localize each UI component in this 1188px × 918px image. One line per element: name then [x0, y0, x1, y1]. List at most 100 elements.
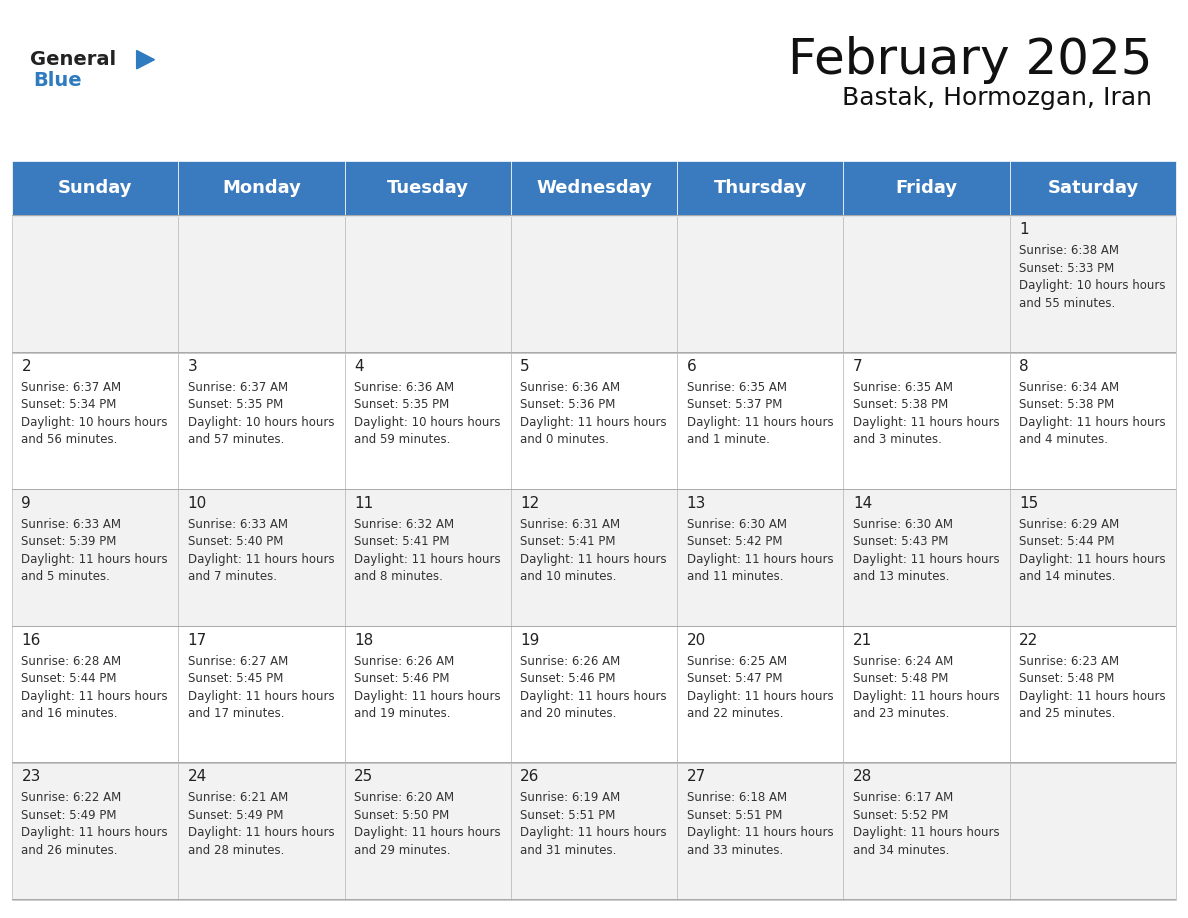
Text: Sunrise: 6:35 AM
Sunset: 5:38 PM
Daylight: 11 hours hours
and 3 minutes.: Sunrise: 6:35 AM Sunset: 5:38 PM Dayligh…	[853, 381, 999, 446]
Text: Sunrise: 6:34 AM
Sunset: 5:38 PM
Daylight: 11 hours hours
and 4 minutes.: Sunrise: 6:34 AM Sunset: 5:38 PM Dayligh…	[1019, 381, 1165, 446]
Text: Friday: Friday	[896, 179, 958, 197]
Text: 27: 27	[687, 769, 706, 784]
Text: 4: 4	[354, 359, 364, 374]
Text: 15: 15	[1019, 496, 1038, 510]
Text: 19: 19	[520, 633, 539, 647]
Text: 24: 24	[188, 769, 207, 784]
Bar	[12, 489, 178, 626]
Text: Sunrise: 6:28 AM
Sunset: 5:44 PM
Daylight: 11 hours hours
and 16 minutes.: Sunrise: 6:28 AM Sunset: 5:44 PM Dayligh…	[21, 655, 168, 720]
Bar	[12, 353, 178, 489]
Bar	[1010, 353, 1176, 489]
Text: General: General	[30, 50, 115, 69]
Bar	[178, 489, 345, 626]
Text: Saturday: Saturday	[1048, 179, 1138, 197]
Text: Tuesday: Tuesday	[386, 179, 469, 197]
Text: 25: 25	[354, 769, 373, 784]
Bar	[677, 353, 843, 489]
Text: Bastak, Hormozgan, Iran: Bastak, Hormozgan, Iran	[842, 86, 1152, 110]
Text: 9: 9	[21, 496, 31, 510]
Text: 16: 16	[21, 633, 40, 647]
Text: 22: 22	[1019, 633, 1038, 647]
Text: 20: 20	[687, 633, 706, 647]
Bar	[345, 489, 511, 626]
Text: 12: 12	[520, 496, 539, 510]
Text: Sunrise: 6:30 AM
Sunset: 5:43 PM
Daylight: 11 hours hours
and 13 minutes.: Sunrise: 6:30 AM Sunset: 5:43 PM Dayligh…	[853, 518, 999, 583]
Bar	[12, 216, 1176, 217]
Bar	[12, 352, 1176, 353]
Text: Sunrise: 6:29 AM
Sunset: 5:44 PM
Daylight: 11 hours hours
and 14 minutes.: Sunrise: 6:29 AM Sunset: 5:44 PM Dayligh…	[1019, 518, 1165, 583]
Polygon shape	[137, 50, 154, 69]
Text: Monday: Monday	[222, 179, 301, 197]
Bar	[1010, 216, 1176, 353]
Bar	[843, 489, 1010, 626]
Bar	[178, 353, 345, 489]
Bar	[511, 161, 677, 216]
Bar	[12, 626, 178, 763]
Text: 13: 13	[687, 496, 706, 510]
Text: 21: 21	[853, 633, 872, 647]
Text: 8: 8	[1019, 359, 1029, 374]
Bar	[843, 216, 1010, 353]
Bar	[178, 626, 345, 763]
Text: Sunrise: 6:35 AM
Sunset: 5:37 PM
Daylight: 11 hours hours
and 1 minute.: Sunrise: 6:35 AM Sunset: 5:37 PM Dayligh…	[687, 381, 833, 446]
Bar	[12, 762, 1176, 763]
Text: Wednesday: Wednesday	[536, 179, 652, 197]
Bar	[178, 161, 345, 216]
Bar	[511, 626, 677, 763]
Bar	[345, 763, 511, 900]
Bar	[1010, 489, 1176, 626]
Text: Sunrise: 6:36 AM
Sunset: 5:35 PM
Daylight: 10 hours hours
and 59 minutes.: Sunrise: 6:36 AM Sunset: 5:35 PM Dayligh…	[354, 381, 500, 446]
Text: Sunrise: 6:38 AM
Sunset: 5:33 PM
Daylight: 10 hours hours
and 55 minutes.: Sunrise: 6:38 AM Sunset: 5:33 PM Dayligh…	[1019, 244, 1165, 309]
Text: 2: 2	[21, 359, 31, 374]
Bar	[677, 626, 843, 763]
Bar	[345, 353, 511, 489]
Bar	[677, 763, 843, 900]
Bar	[345, 626, 511, 763]
Bar	[12, 216, 178, 353]
Text: 11: 11	[354, 496, 373, 510]
Bar	[178, 216, 345, 353]
Bar	[178, 763, 345, 900]
Text: 26: 26	[520, 769, 539, 784]
Text: Sunrise: 6:37 AM
Sunset: 5:34 PM
Daylight: 10 hours hours
and 56 minutes.: Sunrise: 6:37 AM Sunset: 5:34 PM Dayligh…	[21, 381, 168, 446]
Bar	[843, 353, 1010, 489]
Text: Sunrise: 6:23 AM
Sunset: 5:48 PM
Daylight: 11 hours hours
and 25 minutes.: Sunrise: 6:23 AM Sunset: 5:48 PM Dayligh…	[1019, 655, 1165, 720]
Bar	[843, 626, 1010, 763]
Text: 7: 7	[853, 359, 862, 374]
Text: Sunrise: 6:33 AM
Sunset: 5:39 PM
Daylight: 11 hours hours
and 5 minutes.: Sunrise: 6:33 AM Sunset: 5:39 PM Dayligh…	[21, 518, 168, 583]
Text: 1: 1	[1019, 222, 1029, 237]
Text: Blue: Blue	[33, 72, 82, 90]
Bar	[677, 161, 843, 216]
Text: Sunrise: 6:18 AM
Sunset: 5:51 PM
Daylight: 11 hours hours
and 33 minutes.: Sunrise: 6:18 AM Sunset: 5:51 PM Dayligh…	[687, 791, 833, 856]
Text: Sunrise: 6:36 AM
Sunset: 5:36 PM
Daylight: 11 hours hours
and 0 minutes.: Sunrise: 6:36 AM Sunset: 5:36 PM Dayligh…	[520, 381, 666, 446]
Text: February 2025: February 2025	[788, 36, 1152, 84]
Text: Sunday: Sunday	[58, 179, 132, 197]
Text: Sunrise: 6:33 AM
Sunset: 5:40 PM
Daylight: 11 hours hours
and 7 minutes.: Sunrise: 6:33 AM Sunset: 5:40 PM Dayligh…	[188, 518, 334, 583]
Text: 14: 14	[853, 496, 872, 510]
Text: Sunrise: 6:24 AM
Sunset: 5:48 PM
Daylight: 11 hours hours
and 23 minutes.: Sunrise: 6:24 AM Sunset: 5:48 PM Dayligh…	[853, 655, 999, 720]
Bar	[12, 488, 1176, 490]
Text: Sunrise: 6:31 AM
Sunset: 5:41 PM
Daylight: 11 hours hours
and 10 minutes.: Sunrise: 6:31 AM Sunset: 5:41 PM Dayligh…	[520, 518, 666, 583]
Text: Sunrise: 6:25 AM
Sunset: 5:47 PM
Daylight: 11 hours hours
and 22 minutes.: Sunrise: 6:25 AM Sunset: 5:47 PM Dayligh…	[687, 655, 833, 720]
Text: 6: 6	[687, 359, 696, 374]
Bar	[345, 161, 511, 216]
Bar	[1010, 763, 1176, 900]
Text: Sunrise: 6:20 AM
Sunset: 5:50 PM
Daylight: 11 hours hours
and 29 minutes.: Sunrise: 6:20 AM Sunset: 5:50 PM Dayligh…	[354, 791, 500, 856]
Text: Sunrise: 6:37 AM
Sunset: 5:35 PM
Daylight: 10 hours hours
and 57 minutes.: Sunrise: 6:37 AM Sunset: 5:35 PM Dayligh…	[188, 381, 334, 446]
Bar	[1010, 626, 1176, 763]
Text: Sunrise: 6:19 AM
Sunset: 5:51 PM
Daylight: 11 hours hours
and 31 minutes.: Sunrise: 6:19 AM Sunset: 5:51 PM Dayligh…	[520, 791, 666, 856]
Text: Sunrise: 6:21 AM
Sunset: 5:49 PM
Daylight: 11 hours hours
and 28 minutes.: Sunrise: 6:21 AM Sunset: 5:49 PM Dayligh…	[188, 791, 334, 856]
Bar	[843, 161, 1010, 216]
Bar	[511, 763, 677, 900]
Bar	[345, 216, 511, 353]
Bar	[677, 489, 843, 626]
Text: 28: 28	[853, 769, 872, 784]
Bar	[843, 763, 1010, 900]
Bar	[511, 216, 677, 353]
Text: Thursday: Thursday	[714, 179, 807, 197]
Text: 5: 5	[520, 359, 530, 374]
Text: Sunrise: 6:17 AM
Sunset: 5:52 PM
Daylight: 11 hours hours
and 34 minutes.: Sunrise: 6:17 AM Sunset: 5:52 PM Dayligh…	[853, 791, 999, 856]
Bar	[511, 489, 677, 626]
Bar	[12, 161, 178, 216]
Bar	[12, 763, 178, 900]
